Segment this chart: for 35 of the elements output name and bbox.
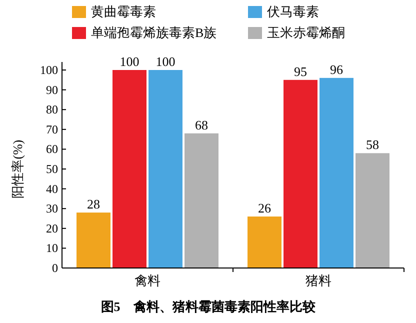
y-tick-label: 30 (46, 202, 58, 216)
data-label: 100 (120, 54, 140, 69)
y-tick-label: 10 (46, 241, 58, 256)
bar (356, 153, 390, 268)
bar (248, 216, 282, 268)
data-label: 96 (330, 62, 344, 77)
bar (148, 70, 182, 268)
data-label: 68 (195, 117, 208, 132)
bar (76, 212, 110, 268)
bar (184, 133, 218, 268)
bar (284, 80, 318, 268)
x-tick-label: 禽料 (134, 273, 160, 288)
y-tick-label: 20 (46, 221, 58, 236)
y-tick-label: 60 (46, 142, 58, 156)
legend-label: 玉米赤霉烯酮 (267, 25, 345, 40)
y-tick-label: 40 (46, 182, 58, 196)
data-label: 58 (366, 137, 379, 152)
y-tick-label: 50 (46, 162, 58, 176)
data-label: 95 (294, 64, 307, 79)
data-label: 28 (87, 196, 100, 212)
y-tick-label: 80 (46, 102, 58, 117)
legend-label: 黄曲霉毒素 (91, 4, 156, 19)
x-tick-label: 猪料 (306, 273, 332, 288)
legend-label: 伏马毒素 (267, 4, 319, 19)
legend-label: 单端孢霉烯族毒素B族 (91, 25, 217, 40)
y-tick-label: 100 (40, 63, 58, 77)
y-tick-label: 70 (46, 122, 58, 136)
bar (112, 70, 146, 268)
y-tick-label: 90 (46, 82, 58, 97)
bar (320, 78, 354, 268)
caption: 图5 禽料、猪料霉菌毒素阳性率比较 (100, 299, 316, 314)
y-axis-title: 阳性率(%) (10, 140, 25, 198)
data-label: 26 (258, 200, 272, 216)
data-label: 100 (156, 54, 176, 69)
y-tick-label: 0 (52, 261, 58, 275)
